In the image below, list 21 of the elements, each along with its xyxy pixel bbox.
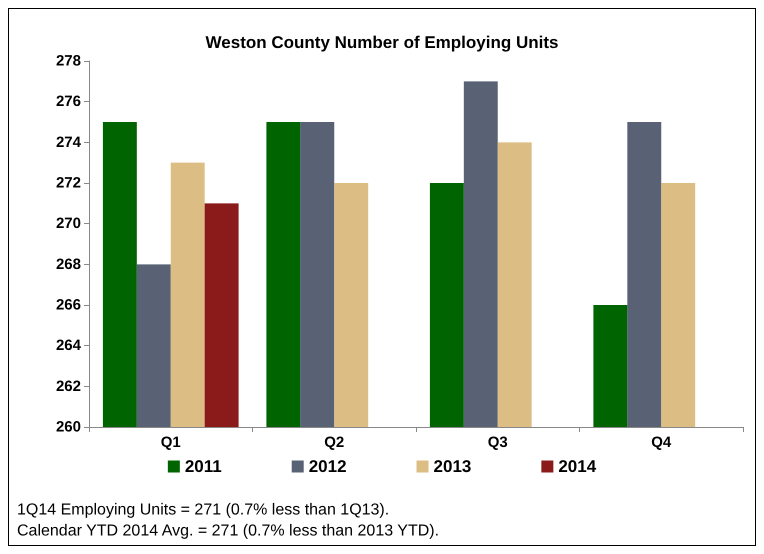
y-tick-label: 268 xyxy=(56,256,81,273)
text: 1Q14 Employing Units = 271 (0.7% less than 1Q13). xyxy=(17,502,390,518)
y-tick-label: 266 xyxy=(56,296,81,314)
x-tick-label: Q3 xyxy=(488,434,508,451)
y-tick-label: 276 xyxy=(56,93,81,110)
legend-label: 2011 xyxy=(184,457,222,476)
legend-label: 2012 xyxy=(308,457,347,476)
y-tick-label: 262 xyxy=(56,378,81,395)
y-tick-label: 270 xyxy=(56,215,81,232)
text: Calendar YTD 2014 Avg. = 271 (0.7% less than 2013 YTD). xyxy=(17,522,440,540)
y-tick-label: 278 xyxy=(56,52,81,70)
y-tick-label: 272 xyxy=(56,174,81,192)
chart-title: Weston County Number of Employing Units xyxy=(206,33,558,52)
legend-label: 2013 xyxy=(434,457,472,476)
x-tick-label: Q2 xyxy=(324,434,344,451)
y-tick-label: 264 xyxy=(56,337,82,354)
legend-label: 2014 xyxy=(558,457,597,476)
y-tick-label: 274 xyxy=(56,134,82,151)
x-tick-label: Q1 xyxy=(160,434,181,451)
x-tick-label: Q4 xyxy=(651,434,672,451)
y-tick-label: 260 xyxy=(56,418,81,436)
